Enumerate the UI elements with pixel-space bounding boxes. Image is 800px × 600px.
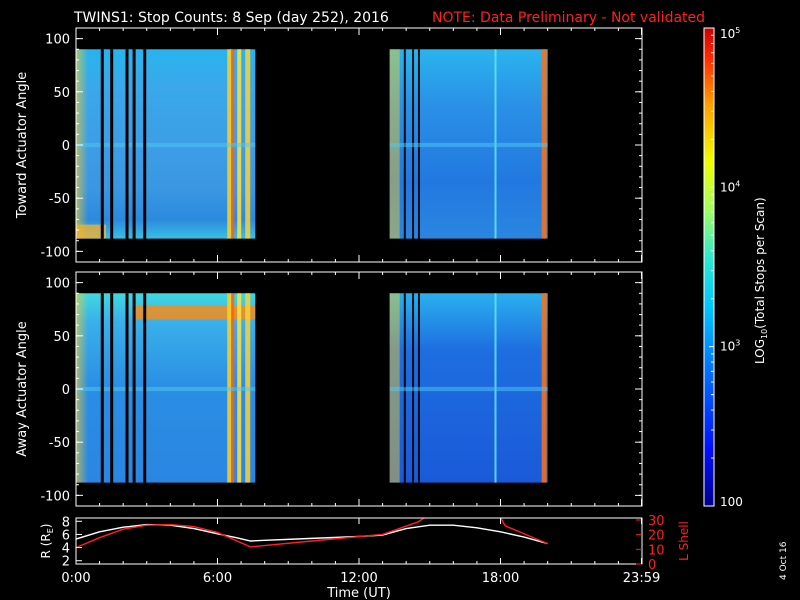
y-tick-label: 50	[53, 86, 70, 101]
y-tick-label: 0	[62, 139, 70, 154]
left-tick-label: 6	[62, 528, 70, 543]
right-tick-label: 10	[648, 543, 665, 558]
zero-band	[389, 142, 548, 148]
x-tick-label: 18:00	[482, 571, 519, 586]
y-axis-label: Toward Actuator Angle	[15, 72, 30, 219]
colorbar-tick-label: 103	[720, 339, 740, 354]
gap-line	[110, 49, 114, 239]
right-tick-label: 20	[648, 529, 665, 544]
zero-band	[76, 386, 256, 392]
y-tick-label: 100	[45, 277, 70, 292]
gap-line	[143, 293, 147, 483]
warm-band	[136, 305, 256, 320]
left-tick-label: 8	[62, 515, 70, 530]
x-tick-label: 12:00	[340, 571, 377, 586]
gap-line	[100, 49, 104, 239]
gap-line	[143, 49, 147, 239]
y-tick-label: -100	[40, 489, 70, 504]
orbit-series-line	[500, 518, 548, 545]
colorbar-label: LOG10(Total Stops per Scan)	[753, 197, 769, 364]
gap-line	[132, 49, 136, 239]
toward-angle-panel: 100 50 0 -50 -100 Toward Actuator Angle	[15, 27, 643, 263]
zero-band	[389, 386, 548, 392]
x-axis-label: Time (UT)	[326, 586, 391, 600]
zero-band	[76, 142, 256, 148]
gap-line	[132, 293, 136, 483]
warm-spot	[76, 224, 106, 239]
y-tick-label: -50	[49, 192, 70, 207]
orbit-lines	[76, 518, 548, 549]
colorbar-tick-label: 104	[720, 179, 740, 194]
y-tick-label: 50	[53, 330, 70, 345]
left-axis-label: R (RE)	[39, 524, 55, 559]
right-tick-label: 0	[648, 558, 656, 573]
colorbar-tick-label: 105	[720, 26, 740, 41]
left-tick-label: 2	[62, 555, 70, 570]
gap-line	[125, 49, 129, 239]
gap-line	[125, 293, 129, 483]
y-axis-label: Away Actuator Angle	[15, 321, 30, 456]
x-tick-label: 6:00	[203, 571, 232, 586]
y-tick-label: -50	[49, 436, 70, 451]
colorbar: 100 103 104 105 LOG10(Total Stops per Scan)	[703, 26, 769, 509]
right-tick-label: 30	[648, 514, 665, 529]
colorbar-scale	[703, 27, 715, 507]
gap-line	[100, 293, 104, 483]
date-stamp: 4 Oct 16	[779, 541, 789, 580]
orbit-series-line	[76, 518, 426, 549]
data-block	[76, 49, 256, 239]
colorbar-tick-label: 100	[720, 495, 743, 509]
data-block	[389, 293, 548, 483]
chart-title: TWINS1: Stop Counts: 8 Sep (day 252), 20…	[73, 10, 389, 26]
away-angle-panel: 100 50 0 -50 -100 Away Actuator Angle	[15, 271, 643, 507]
left-tick-label: 4	[62, 542, 70, 557]
x-tick-label: 23:59	[623, 571, 660, 586]
data-block	[76, 293, 256, 483]
right-axis-label: L Shell	[677, 521, 691, 561]
data-block	[389, 49, 548, 239]
preliminary-note: NOTE: Data Preliminary - Not validated	[432, 10, 705, 26]
gap-line	[110, 293, 114, 483]
y-tick-label: 0	[62, 383, 70, 398]
x-tick-label: 0:00	[61, 571, 90, 586]
y-tick-label: 100	[45, 33, 70, 48]
y-tick-label: -100	[40, 245, 70, 260]
